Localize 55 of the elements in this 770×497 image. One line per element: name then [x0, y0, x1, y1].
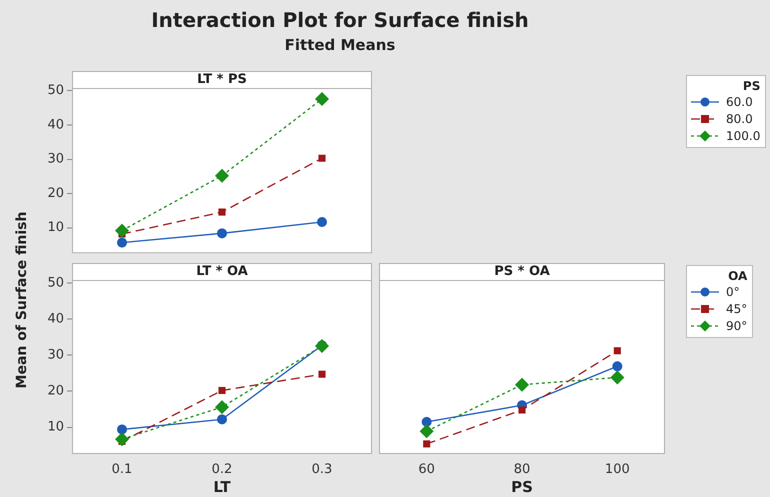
point: [315, 339, 329, 354]
point: [217, 228, 227, 238]
point: [612, 361, 622, 372]
legend-title: OA: [727, 269, 748, 283]
legend-label: 80.0: [726, 112, 753, 126]
x-tick-label: 0.1: [112, 462, 132, 478]
x-tick-label: 80: [514, 462, 530, 478]
x-axis-title: LT: [213, 478, 232, 496]
point: [614, 347, 621, 354]
x-tick-label: 0.3: [312, 462, 332, 478]
y-tick-label: 50: [47, 83, 64, 98]
x-tick-label: 100: [604, 462, 630, 478]
x-axis-title: PS: [511, 478, 533, 496]
legend-label: 60.0: [726, 94, 753, 108]
chart-title: PS * OA: [494, 264, 550, 279]
point: [215, 400, 229, 414]
y-tick-label: 40: [47, 311, 64, 326]
text: Interaction Plot for Surface finish: [150, 8, 530, 32]
point: [117, 424, 127, 434]
point: [318, 370, 326, 378]
y-tick-label: 30: [47, 347, 64, 362]
point: [317, 217, 327, 228]
point: [117, 238, 127, 248]
point: [215, 168, 229, 183]
legend-label: 100.0: [726, 128, 760, 142]
y-tick-label: 50: [47, 275, 64, 290]
legend-label: 90°: [726, 318, 748, 332]
point: [423, 440, 430, 448]
point: [218, 208, 226, 216]
point: [420, 424, 434, 438]
y-tick-label: 10: [47, 220, 64, 236]
y-axis-title: Mean of Surface finish: [14, 212, 30, 388]
point: [610, 370, 624, 384]
point: [218, 386, 226, 394]
y-tick-label: 40: [47, 117, 64, 132]
y-tick-label: 20: [47, 384, 64, 399]
x-tick-label: 0.2: [212, 462, 232, 478]
point: [115, 224, 129, 238]
x-tick-label: 60: [418, 462, 435, 478]
point: [315, 92, 329, 106]
point: [518, 406, 526, 414]
point: [515, 378, 529, 392]
y-tick-label: 20: [47, 186, 64, 201]
point: [115, 432, 129, 446]
legend-label: 0°: [726, 284, 740, 298]
legend-title: PS: [742, 79, 760, 93]
point: [217, 414, 227, 424]
y-tick-label: 30: [47, 152, 64, 167]
point: [422, 416, 432, 427]
text: Fitted Means: [284, 36, 396, 54]
chart-title: LT * OA: [196, 264, 248, 279]
legend-label: 45°: [726, 302, 748, 316]
chart-title: LT * PS: [197, 72, 247, 87]
point: [318, 154, 326, 162]
y-tick-label: 10: [47, 420, 64, 435]
